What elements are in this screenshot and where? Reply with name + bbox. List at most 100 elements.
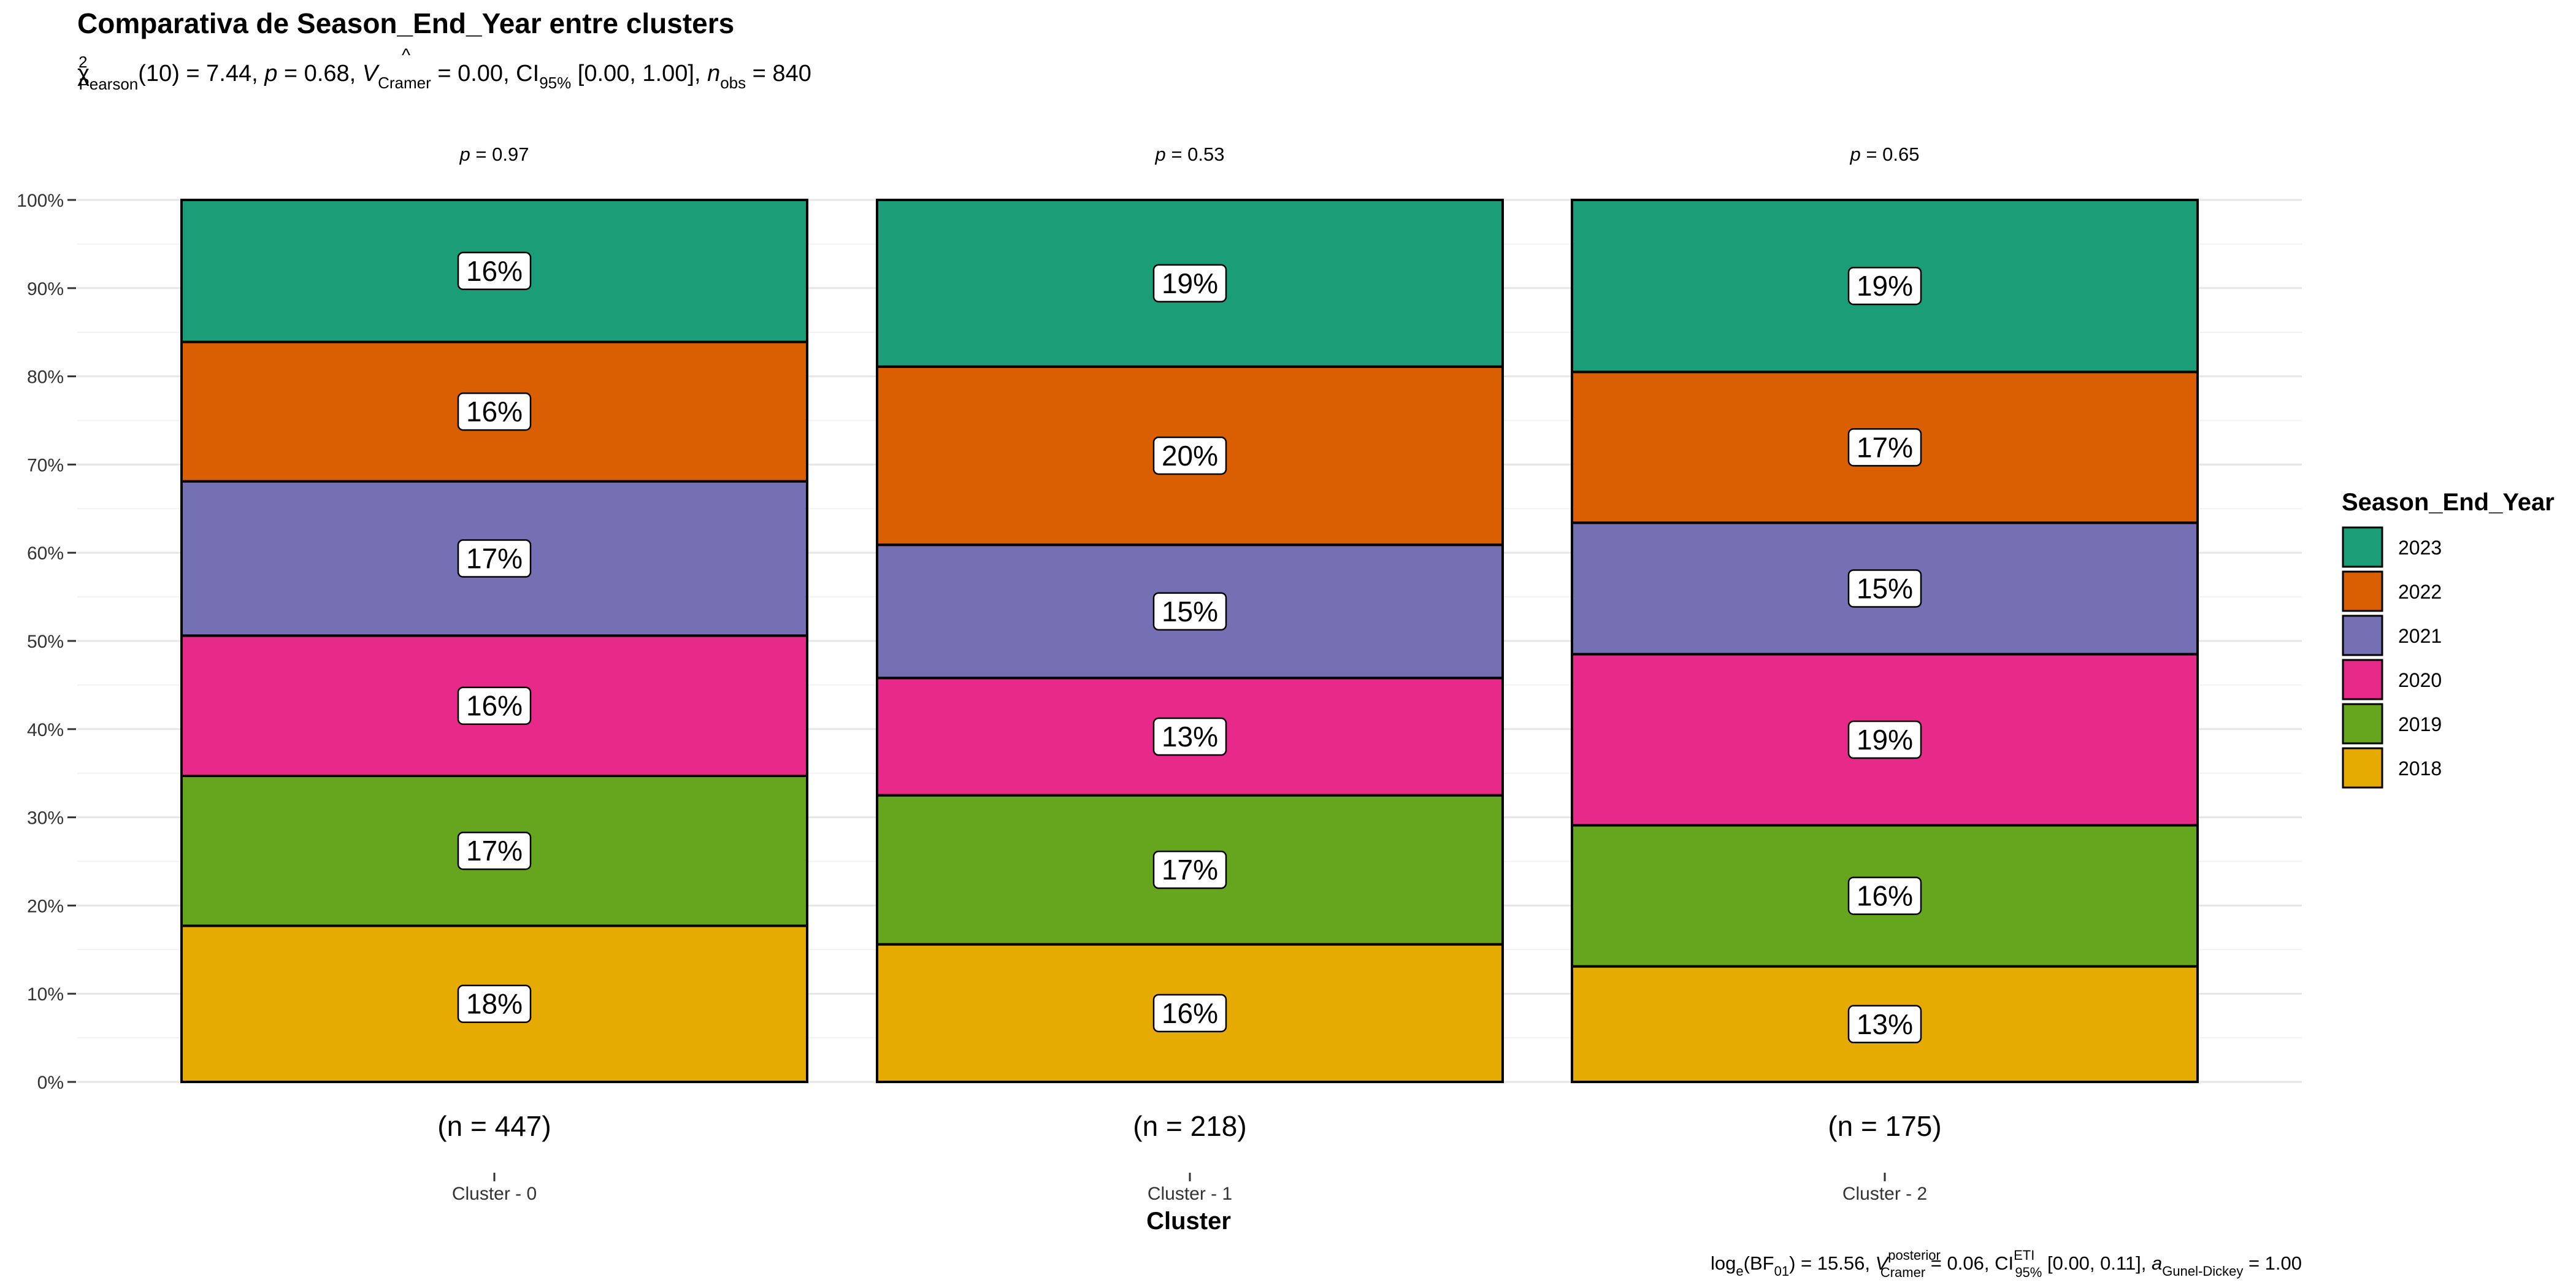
- subtitle-chi2-value: (10) = 7.44,: [138, 61, 264, 86]
- bar-label: 15%: [1162, 596, 1218, 627]
- subtitle-v-sub: Cramer: [378, 74, 431, 92]
- bar-label: 16%: [1857, 880, 1913, 912]
- caption-a-sub: Gunel-Dickey: [2162, 1263, 2243, 1279]
- legend-label: 2020: [2398, 669, 2442, 691]
- p-value-label: p = 0.97: [459, 144, 529, 165]
- y-tick-label: 10%: [27, 984, 64, 1005]
- x-tick-label: Cluster - 2: [1842, 1184, 1927, 1204]
- subtitle-p-value: = 0.68,: [277, 61, 362, 86]
- caption-ci-sub: 95%: [2015, 1265, 2042, 1280]
- bar-label-box: [1847, 876, 1922, 915]
- bar-label: 13%: [1162, 721, 1218, 753]
- bar-label: 17%: [1857, 431, 1913, 463]
- bar-label: 17%: [466, 835, 523, 867]
- caption-bf: (BF: [1744, 1252, 1774, 1274]
- p-value-number: = 0.97: [470, 144, 529, 165]
- caption-ci-value: [0.00, 0.11],: [2042, 1252, 2152, 1274]
- x-tick-label: Cluster - 1: [1148, 1184, 1232, 1204]
- p-value-symbol: p: [459, 144, 470, 165]
- bar-label: 16%: [466, 396, 523, 427]
- bar-label-box: [457, 392, 532, 431]
- bar-label-box: [457, 251, 532, 291]
- subtitle-v-value: = 0.00, CI: [431, 61, 539, 86]
- bar-label: 19%: [1857, 270, 1913, 302]
- x-tick-label: Cluster - 0: [452, 1184, 537, 1204]
- legend-label: 2021: [2398, 625, 2442, 647]
- subtitle-ci-sub: 95%: [539, 74, 571, 92]
- bar-label: 13%: [1857, 1008, 1913, 1040]
- subtitle-chi2-label: χ: [77, 61, 90, 86]
- bar-label-box: [1847, 569, 1922, 608]
- subtitle-n-value: = 840: [746, 61, 811, 86]
- bar-label: 16%: [466, 690, 523, 722]
- legend-swatch: [2342, 615, 2383, 656]
- caption-a-value: = 1.00: [2243, 1252, 2302, 1274]
- subtitle-chi2-sup: 2: [79, 53, 87, 71]
- y-tick-label: 20%: [27, 896, 64, 916]
- legend-swatch: [2342, 703, 2383, 745]
- count-label: (n = 175): [1828, 1110, 1941, 1142]
- bar-label-box: [1152, 264, 1227, 303]
- bar-labels: 18% 17% 16% 17% 16% 16% p = 0.97 16% 17% 13% 15% 20…: [457, 144, 1922, 1044]
- chart-caption: loge(BF01) = 15.56, Vposterior Cramer = 0…: [1711, 1248, 2302, 1280]
- bar-label: 19%: [1162, 267, 1218, 299]
- y-tick-label: 0%: [37, 1073, 64, 1093]
- bar-label: 15%: [1857, 572, 1913, 604]
- subtitle-v-label: V: [362, 61, 380, 86]
- caption-v-sub: Cramer: [1880, 1265, 1925, 1280]
- subtitle-ci-value: [0.00, 1.00],: [571, 61, 707, 86]
- subtitle-chi2-sub: Pearson: [79, 75, 138, 93]
- bar-label: 17%: [1162, 854, 1218, 886]
- y-tick-label: 40%: [27, 720, 64, 740]
- bars: [180, 199, 2199, 1083]
- y-tick-label: 80%: [27, 367, 64, 388]
- p-value-symbol: p: [1850, 144, 1861, 165]
- x-axis: (n = 447) Cluster - 0 (n = 218) Cluster - 1…: [437, 1110, 1941, 1204]
- legend-swatch: [2342, 570, 2383, 612]
- y-tick-label: 60%: [27, 543, 64, 564]
- caption-v-label: V: [1876, 1252, 1890, 1274]
- bar-label-box: [1152, 994, 1227, 1033]
- legend-swatch: [2342, 747, 2383, 789]
- legend-label: 2019: [2398, 713, 2442, 735]
- bar-label: 19%: [1857, 724, 1913, 756]
- bar-label-box: [1152, 717, 1227, 756]
- bar-label-box: [1847, 266, 1922, 305]
- bar-label-box: [1152, 592, 1227, 631]
- count-label: (n = 447): [437, 1110, 551, 1142]
- bar-label-box: [457, 686, 532, 725]
- subtitle-p-label: p: [264, 61, 277, 86]
- y-axis: 0% 10% 20% 30% 40% 50% 60% 70% 80% 90% 100%: [17, 191, 76, 1093]
- subtitle-n-label: n: [707, 61, 720, 86]
- legend: Season_End_Year 2023 2022 2021 2020 2019 2018: [2342, 489, 2555, 789]
- bar-label-box: [1847, 1005, 1922, 1044]
- bar-label: 16%: [1162, 997, 1218, 1029]
- bar-label-box: [457, 984, 532, 1023]
- caption-a-label: a: [2152, 1252, 2162, 1274]
- y-tick-label: 30%: [27, 808, 64, 829]
- p-value-label: p = 0.53: [1155, 144, 1225, 165]
- y-tick-label: 100%: [17, 191, 64, 211]
- bar-label: 17%: [466, 543, 523, 575]
- caption-log-sub: e: [1736, 1263, 1743, 1279]
- bar-label-box: [1847, 428, 1922, 467]
- x-axis-label: Cluster: [1146, 1208, 1231, 1235]
- caption-ci-sup: ETI: [2014, 1248, 2034, 1263]
- caption-bf-sub: 01: [1774, 1263, 1789, 1279]
- y-tick-label: 90%: [27, 279, 64, 299]
- legend-label: 2023: [2398, 537, 2442, 559]
- y-tick-label: 50%: [27, 632, 64, 652]
- bar-label: 16%: [466, 255, 523, 287]
- chart-title: Comparativa de Season_End_Year entre clu…: [77, 7, 734, 39]
- subtitle-v-hat: ^: [402, 45, 410, 66]
- legend-label: 2018: [2398, 757, 2442, 780]
- caption-v-value: = 0.06, CI: [1925, 1252, 2014, 1274]
- p-value-label: p = 0.65: [1850, 144, 1920, 165]
- bar-label-box: [1152, 850, 1227, 889]
- subtitle-n-sub: obs: [720, 74, 746, 92]
- bar-label-box: [457, 831, 532, 870]
- caption-bf-value: ) = 15.56,: [1789, 1252, 1875, 1274]
- legend-title: Season_End_Year: [2342, 489, 2555, 516]
- bar-label: 20%: [1162, 440, 1218, 472]
